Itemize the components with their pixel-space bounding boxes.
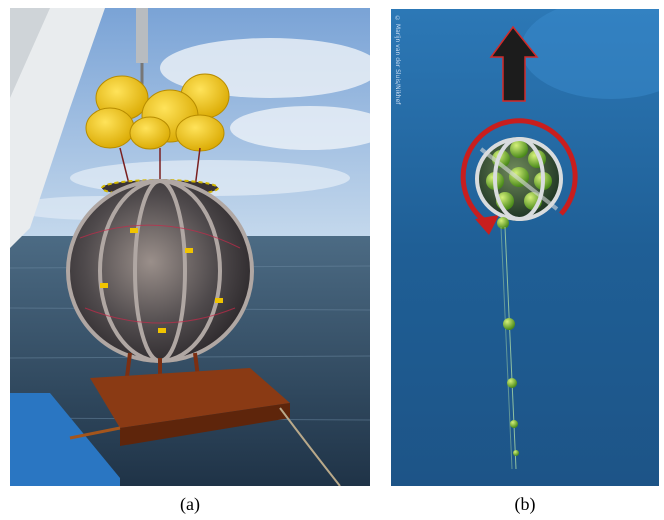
rotation-arrow-icon [460,118,578,227]
caption-a: (a) [180,494,200,514]
illustration-panel-b: © Marijn van der Sluis/Nikhef [391,9,659,486]
photo-module-deployment [10,8,370,486]
caption-b: (b) [514,494,536,514]
photo-panel-a [10,8,370,486]
illustration-module-underwater [391,9,659,486]
buoy-cluster [85,73,230,152]
image-credit: © Marijn van der Sluis/Nikhef [394,15,401,105]
up-arrow-icon [489,25,539,102]
